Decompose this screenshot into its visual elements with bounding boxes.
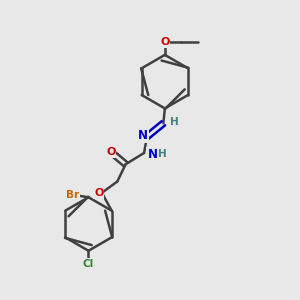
Text: O: O: [160, 38, 170, 47]
Text: O: O: [106, 147, 116, 158]
Text: H: H: [158, 149, 167, 160]
Text: O: O: [94, 188, 104, 198]
Text: H: H: [170, 117, 179, 127]
Text: Cl: Cl: [83, 259, 94, 269]
Text: Br: Br: [66, 190, 79, 200]
Text: N: N: [147, 148, 158, 161]
Text: N: N: [138, 129, 148, 142]
